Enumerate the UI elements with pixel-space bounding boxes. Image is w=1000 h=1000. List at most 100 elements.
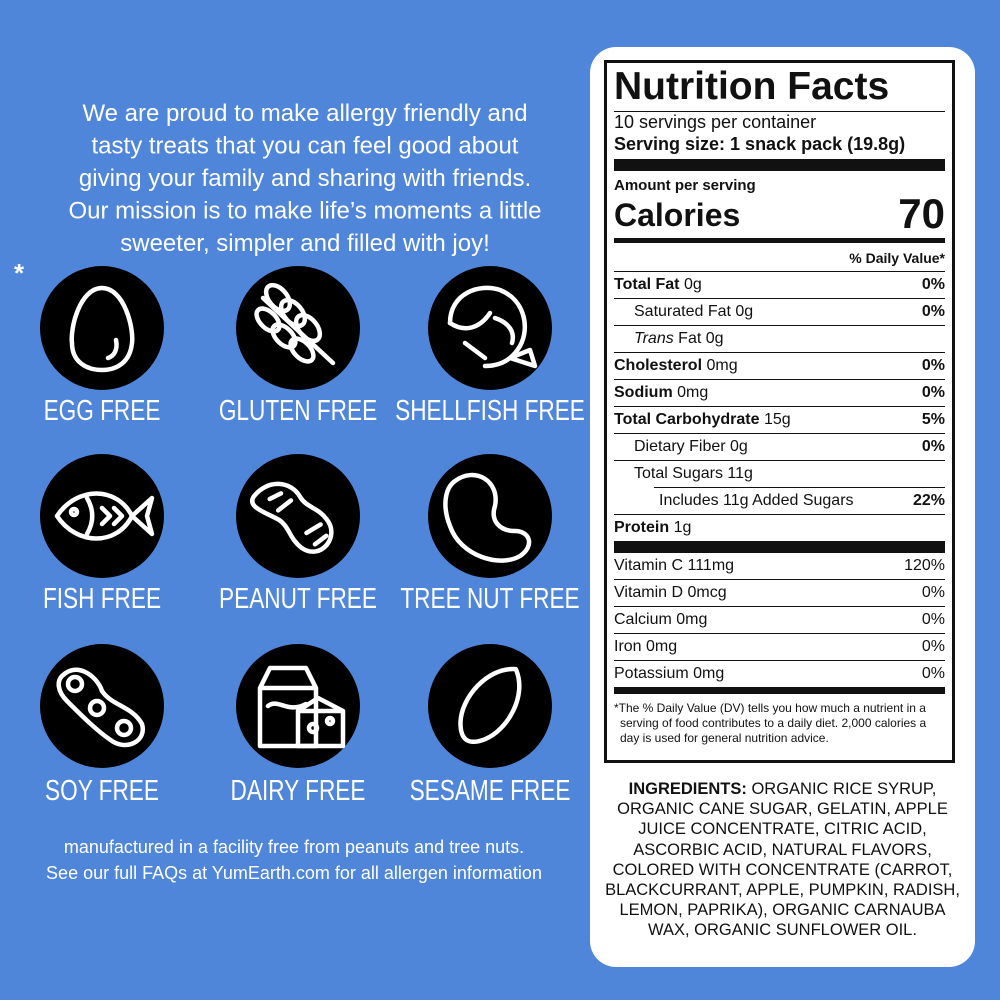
calories-label: Calories bbox=[614, 197, 741, 233]
egg-icon bbox=[40, 266, 164, 390]
sesame-icon bbox=[428, 644, 552, 768]
nutrient-label: Includes 11g Added Sugars bbox=[659, 492, 854, 509]
nutrient-label: Total Carbohydrate bbox=[614, 411, 760, 428]
vitamin-row: Vitamin C 111mg 120% bbox=[614, 553, 945, 579]
vitamin-dv: 0% bbox=[921, 611, 945, 628]
thick-rule bbox=[614, 159, 945, 171]
nutrient-dv: 0% bbox=[921, 357, 945, 374]
vitamin-dv: 0% bbox=[921, 584, 945, 601]
nutrient-amount: 1g bbox=[673, 519, 692, 536]
allergen-label: SHELLFISH FREE bbox=[395, 393, 585, 426]
intro-line: Our mission is to make life’s moments a … bbox=[68, 198, 541, 225]
intro-line: sweeter, simpler and filled with joy! bbox=[120, 230, 490, 257]
nutrient-amount: 0mg bbox=[706, 357, 738, 374]
nutrition-title: Nutrition Facts bbox=[614, 63, 945, 112]
allergen-label: EGG FREE bbox=[44, 393, 161, 426]
shellfish-icon bbox=[428, 266, 552, 390]
nutrient-label: Total Sugars 11g bbox=[634, 465, 753, 482]
dv-header: % Daily Value* bbox=[614, 245, 945, 272]
nutrient-label: Total Fat bbox=[614, 276, 680, 293]
nutrient-row: Trans Fat 0g bbox=[614, 325, 945, 352]
nutrient-name: Total Carbohydrate 15g bbox=[614, 411, 791, 429]
vitamin-row: Vitamin D 0mcg 0% bbox=[614, 579, 945, 606]
footnote: *The % Daily Value (DV) tells you how mu… bbox=[614, 701, 927, 745]
footer-line: See our full FAQs at YumEarth.com for al… bbox=[46, 863, 542, 883]
nutrient-row: Includes 11g Added Sugars 22% bbox=[654, 487, 945, 514]
nutrient-dv: 0% bbox=[921, 438, 945, 455]
calories-row: Calories 70 bbox=[614, 193, 945, 235]
allergen-label: DAIRY FREE bbox=[231, 773, 366, 806]
nutrient-row: Sodium 0mg 0% bbox=[614, 379, 945, 406]
vitamin-name: Calcium 0mg bbox=[614, 611, 708, 628]
dairy-icon bbox=[236, 644, 360, 768]
vitamin-row: Potassium 0mg 0% bbox=[614, 660, 945, 687]
nutrient-amount: 15g bbox=[763, 411, 791, 428]
ingredients-label: INGREDIENTS: bbox=[628, 780, 747, 798]
vitamin-name: Vitamin C 111mg bbox=[614, 557, 735, 574]
ingredients: INGREDIENTS: ORGANIC RICE SYRUP, ORGANIC… bbox=[598, 779, 967, 941]
vitamin-name: Vitamin D 0mcg bbox=[614, 584, 727, 601]
nutrient-name: Total Sugars 11g bbox=[614, 465, 753, 483]
nutrient-dv: 5% bbox=[921, 411, 945, 428]
vitamin-dv: 120% bbox=[904, 557, 945, 574]
allergen-label: GLUTEN FREE bbox=[219, 393, 377, 426]
nutrient-dv: 0% bbox=[921, 384, 945, 401]
ingredients-text: ORGANIC RICE SYRUP, ORGANIC CANE SUGAR, … bbox=[605, 780, 960, 940]
footer-line: manufactured in a facility free from pea… bbox=[64, 837, 524, 857]
fish-icon bbox=[40, 454, 164, 578]
vitamin-name: Potassium 0mg bbox=[614, 665, 725, 682]
nutrient-row: Saturated Fat 0g 0% bbox=[614, 298, 945, 325]
nutrient-name: Trans Fat 0g bbox=[614, 330, 724, 348]
allergen-panel: We are proud to make allergy friendly an… bbox=[14, 100, 585, 883]
vitamin-row: Calcium 0mg 0% bbox=[614, 606, 945, 633]
cashew-icon bbox=[428, 454, 552, 578]
vitamin-rows: Vitamin C 111mg 120% Vitamin D 0mcg 0% Calci… bbox=[614, 553, 945, 687]
nutrient-name: Sodium 0mg bbox=[614, 384, 708, 402]
nutrient-name: Total Fat 0g bbox=[614, 276, 702, 294]
nutrient-row: Total Sugars 11g bbox=[614, 460, 945, 487]
serving-size: Serving size: 1 snack pack (19.8g) bbox=[614, 134, 906, 154]
nutrient-name: Saturated Fat 0g bbox=[614, 303, 753, 321]
nutrient-row: Total Carbohydrate 15g 5% bbox=[614, 406, 945, 433]
nutrient-name: Dietary Fiber 0g bbox=[614, 438, 748, 456]
allergen-label: SOY FREE bbox=[45, 773, 159, 806]
nutrient-dv: 0% bbox=[921, 303, 945, 320]
nutrient-italic: Trans bbox=[634, 330, 674, 347]
nutrient-name: Cholesterol 0mg bbox=[614, 357, 738, 375]
nutrient-row: Dietary Fiber 0g 0% bbox=[614, 433, 945, 460]
nutrient-name: Includes 11g Added Sugars bbox=[654, 492, 854, 510]
peanut-icon bbox=[236, 454, 360, 578]
allergen-label: FISH FREE bbox=[43, 581, 161, 614]
allergen-label: SESAME FREE bbox=[410, 773, 571, 806]
nutrient-label: Sodium bbox=[614, 384, 673, 401]
asterisk: * bbox=[14, 258, 25, 288]
intro-line: giving your family and sharing with frie… bbox=[79, 165, 531, 192]
vitamin-dv: 0% bbox=[921, 665, 945, 682]
servings: 10 servings per container bbox=[614, 112, 817, 132]
nutrient-label: Dietary Fiber 0g bbox=[634, 438, 748, 455]
nutrition-facts: Nutrition Facts 10 servings per container… bbox=[604, 60, 955, 763]
allergen-label: PEANUT FREE bbox=[219, 581, 377, 614]
nutrient-label: Protein bbox=[614, 519, 670, 536]
allergen-label: TREE NUT FREE bbox=[400, 581, 579, 614]
vitamin-row: Iron 0mg 0% bbox=[614, 633, 945, 660]
medium-rule bbox=[614, 687, 945, 694]
nutrient-label: Cholesterol bbox=[614, 357, 703, 374]
gluten-icon bbox=[236, 266, 360, 390]
nutrient-row: Cholesterol 0mg 0% bbox=[614, 352, 945, 379]
intro-line: tasty treats that you can feel good abou… bbox=[92, 133, 519, 160]
nutrient-label: Fat 0g bbox=[678, 330, 724, 347]
intro-line: We are proud to make allergy friendly an… bbox=[82, 100, 527, 127]
info-panel: Nutrition Facts 10 servings per container… bbox=[590, 47, 975, 967]
amount-per-serving: Amount per serving bbox=[614, 177, 756, 194]
nutrient-dv: 0% bbox=[921, 276, 945, 293]
nutrient-dv: 22% bbox=[912, 492, 945, 509]
nutrient-row: Total Fat 0g 0% bbox=[614, 272, 945, 298]
soy-icon bbox=[40, 644, 164, 768]
vitamin-dv: 0% bbox=[921, 638, 945, 655]
nutrient-name: Protein 1g bbox=[614, 519, 691, 537]
nutrient-amount: 0g bbox=[683, 276, 702, 293]
medium-rule bbox=[614, 238, 945, 243]
nutrient-label: Saturated Fat 0g bbox=[634, 303, 754, 320]
